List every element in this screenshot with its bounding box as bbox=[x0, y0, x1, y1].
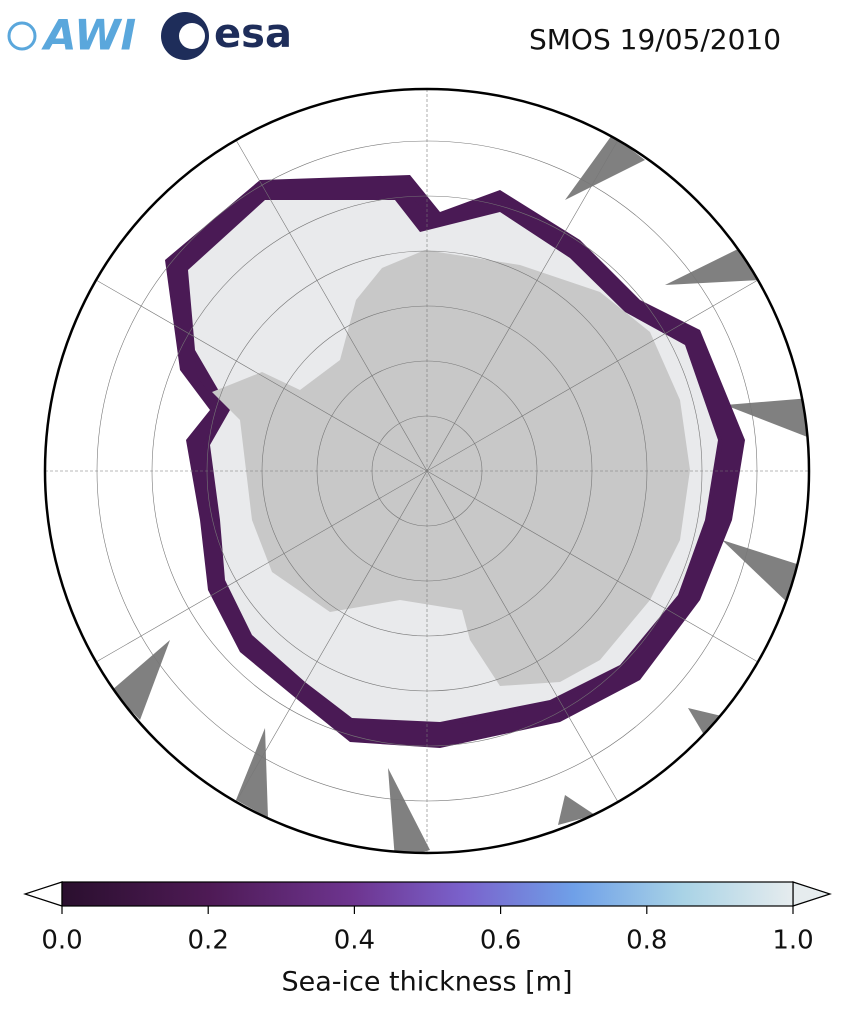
colorbar-label: Sea-ice thickness [m] bbox=[281, 967, 572, 998]
awi-logo: AWI bbox=[7, 11, 136, 60]
colorbar-tick-label: 1.0 bbox=[772, 926, 813, 956]
colorbar-tick-label: 0.0 bbox=[41, 926, 82, 956]
colorbar bbox=[23, 881, 832, 907]
esa-text: esa bbox=[214, 11, 292, 57]
map-title: SMOS 19/05/2010 bbox=[529, 23, 781, 56]
antarctica bbox=[212, 250, 690, 686]
graticule bbox=[45, 89, 809, 853]
colorbar-tick-label: 0.8 bbox=[626, 926, 667, 956]
esa-logo: esa bbox=[161, 11, 292, 60]
map-boundary bbox=[43, 87, 811, 855]
missing-data bbox=[112, 135, 809, 853]
colorbar-tick-label: 0.6 bbox=[480, 926, 521, 956]
map bbox=[45, 89, 809, 853]
colorbar-ramp bbox=[61, 881, 794, 907]
colorbar-tick-label: 0.4 bbox=[334, 926, 375, 956]
awi-text: AWI bbox=[41, 11, 136, 60]
colorbar-tick-label: 0.2 bbox=[188, 926, 229, 956]
